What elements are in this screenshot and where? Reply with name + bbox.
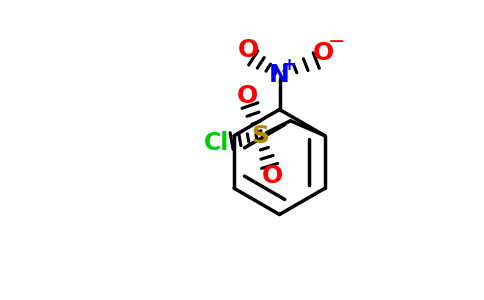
Text: Cl: Cl [204,131,229,155]
Text: N: N [269,63,290,87]
Text: O: O [237,38,258,62]
Text: −: − [328,32,345,52]
Text: +: + [282,56,297,74]
Text: O: O [312,41,333,65]
Text: O: O [262,164,283,188]
Text: O: O [236,84,257,108]
Text: S: S [252,124,270,148]
